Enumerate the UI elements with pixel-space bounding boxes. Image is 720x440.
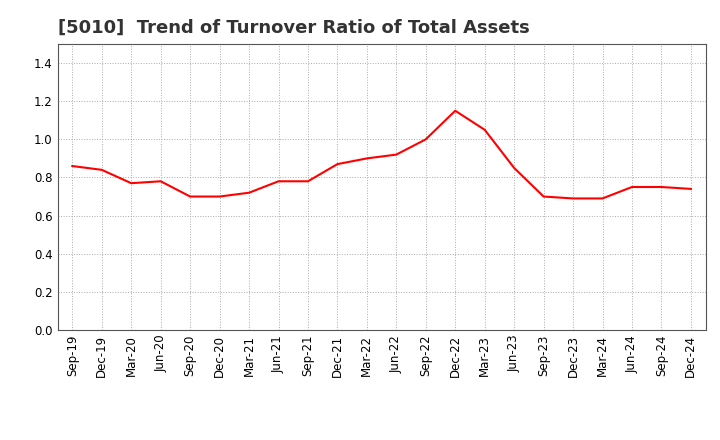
Text: [5010]  Trend of Turnover Ratio of Total Assets: [5010] Trend of Turnover Ratio of Total … (58, 19, 529, 37)
